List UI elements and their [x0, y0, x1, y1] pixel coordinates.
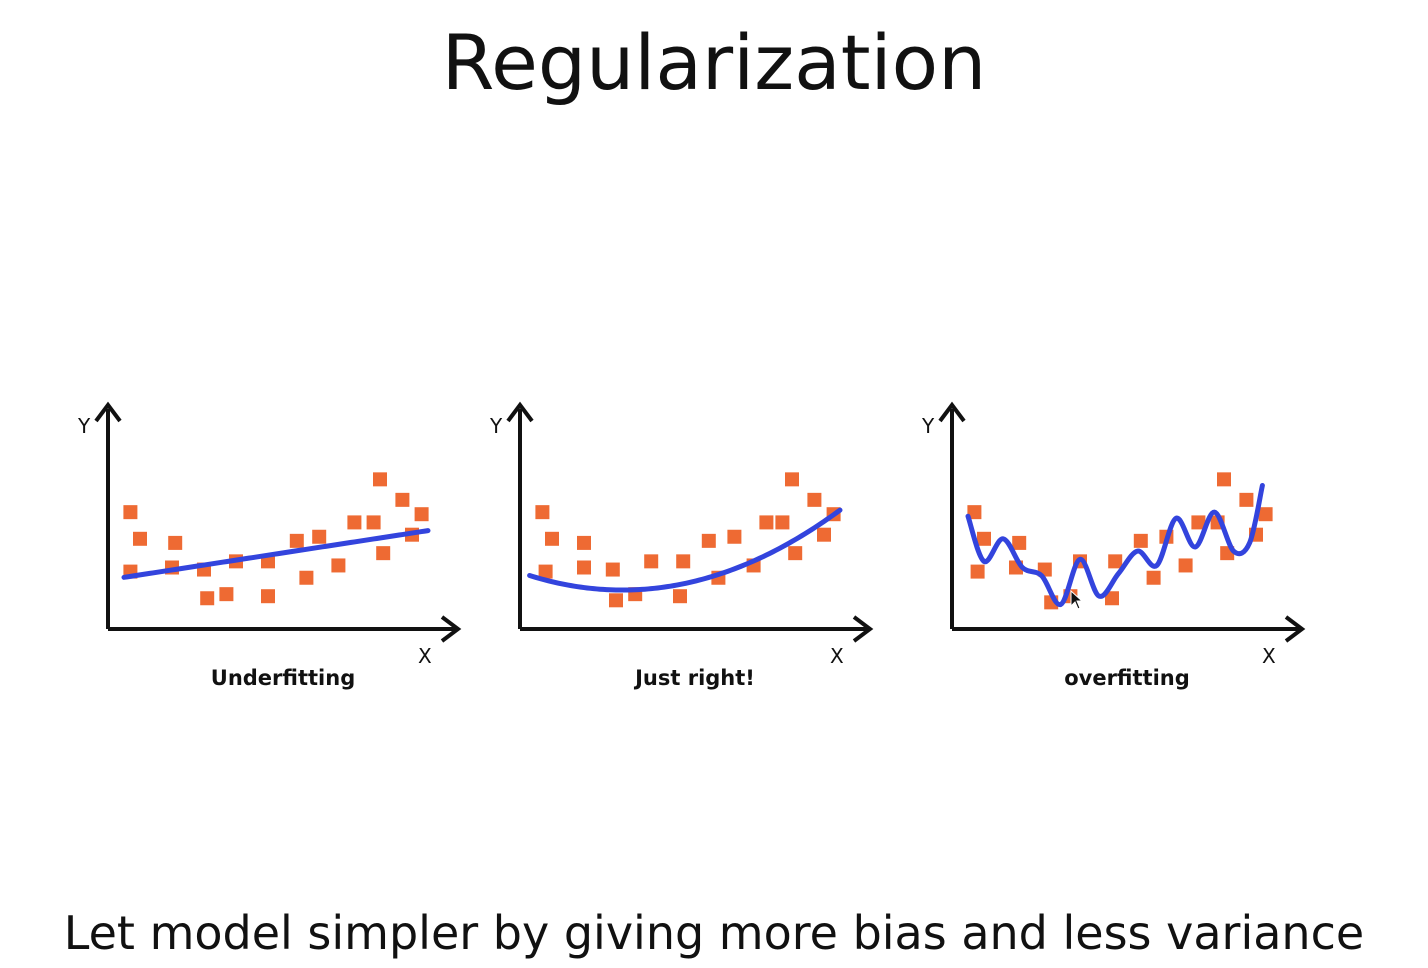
data-point: [1258, 507, 1273, 522]
data-point: [609, 593, 623, 608]
data-point: [673, 589, 687, 604]
y-axis-label: Y: [921, 414, 935, 438]
chart-underfitting: Y X Underfitting: [70, 395, 462, 700]
data-point: [545, 531, 559, 546]
y-axis-arrow-icon: [94, 401, 122, 423]
data-point: [1133, 533, 1148, 548]
data-point: [373, 472, 387, 487]
x-axis-arrow-icon: [440, 615, 462, 643]
data-point: [676, 554, 691, 569]
slide-title: Regularization: [441, 18, 987, 107]
fit-curve: [965, 483, 1265, 607]
data-point: [817, 527, 831, 542]
data-point: [289, 533, 304, 548]
data-point: [395, 492, 410, 507]
data-point: [219, 587, 234, 602]
x-axis-arrow-icon: [1284, 615, 1306, 643]
y-axis-arrow-icon: [506, 401, 534, 423]
data-point: [1217, 472, 1231, 487]
data-point: [535, 505, 550, 520]
y-axis-label: Y: [489, 414, 503, 438]
data-point: [1191, 515, 1206, 530]
data-point: [577, 560, 591, 575]
data-point: [347, 515, 362, 530]
data-point: [775, 515, 790, 530]
chart-svg: Y X Just right!: [489, 401, 874, 690]
data-point: [701, 533, 716, 548]
data-point: [123, 505, 138, 520]
x-axis-label: X: [418, 644, 432, 668]
data-point: [785, 472, 799, 487]
data-point: [312, 529, 327, 544]
data-point: [200, 591, 215, 606]
x-axis-label: X: [1262, 644, 1276, 668]
data-point: [727, 529, 742, 544]
data-point: [967, 505, 982, 520]
data-point: [970, 564, 985, 579]
chart-just-right: Y X Just right!: [482, 395, 874, 700]
fit-curve: [527, 507, 843, 593]
data-point: [1108, 554, 1123, 569]
chart-svg: Y X Underfitting: [77, 401, 462, 690]
data-point: [1178, 558, 1193, 573]
chart-caption: Underfitting: [211, 666, 355, 690]
data-point: [414, 507, 429, 522]
data-point: [807, 492, 822, 507]
data-point: [376, 546, 391, 561]
data-point: [644, 554, 659, 569]
data-point: [538, 564, 553, 579]
data-point: [133, 531, 147, 546]
data-point: [577, 535, 591, 550]
data-point: [1239, 492, 1254, 507]
data-point: [977, 531, 991, 546]
mouse-cursor-icon: [1070, 590, 1084, 610]
x-axis-label: X: [830, 644, 844, 668]
data-point: [1012, 535, 1027, 550]
data-point: [788, 546, 803, 561]
data-point: [1105, 591, 1119, 606]
y-axis-arrow-icon: [938, 401, 966, 423]
data-point: [261, 589, 275, 604]
data-point: [759, 515, 774, 530]
data-point: [366, 515, 381, 530]
y-axis-label: Y: [77, 414, 91, 438]
data-point: [168, 535, 183, 550]
data-point: [331, 558, 346, 573]
data-point: [1146, 570, 1161, 585]
chart-caption: overfitting: [1064, 666, 1190, 690]
data-point: [605, 562, 620, 577]
x-axis-arrow-icon: [852, 615, 874, 643]
fit-curve: [121, 528, 431, 580]
chart-caption: Just right!: [633, 666, 755, 690]
slide-subtitle: Let model simpler by giving more bias an…: [63, 906, 1365, 960]
data-point: [299, 570, 314, 585]
